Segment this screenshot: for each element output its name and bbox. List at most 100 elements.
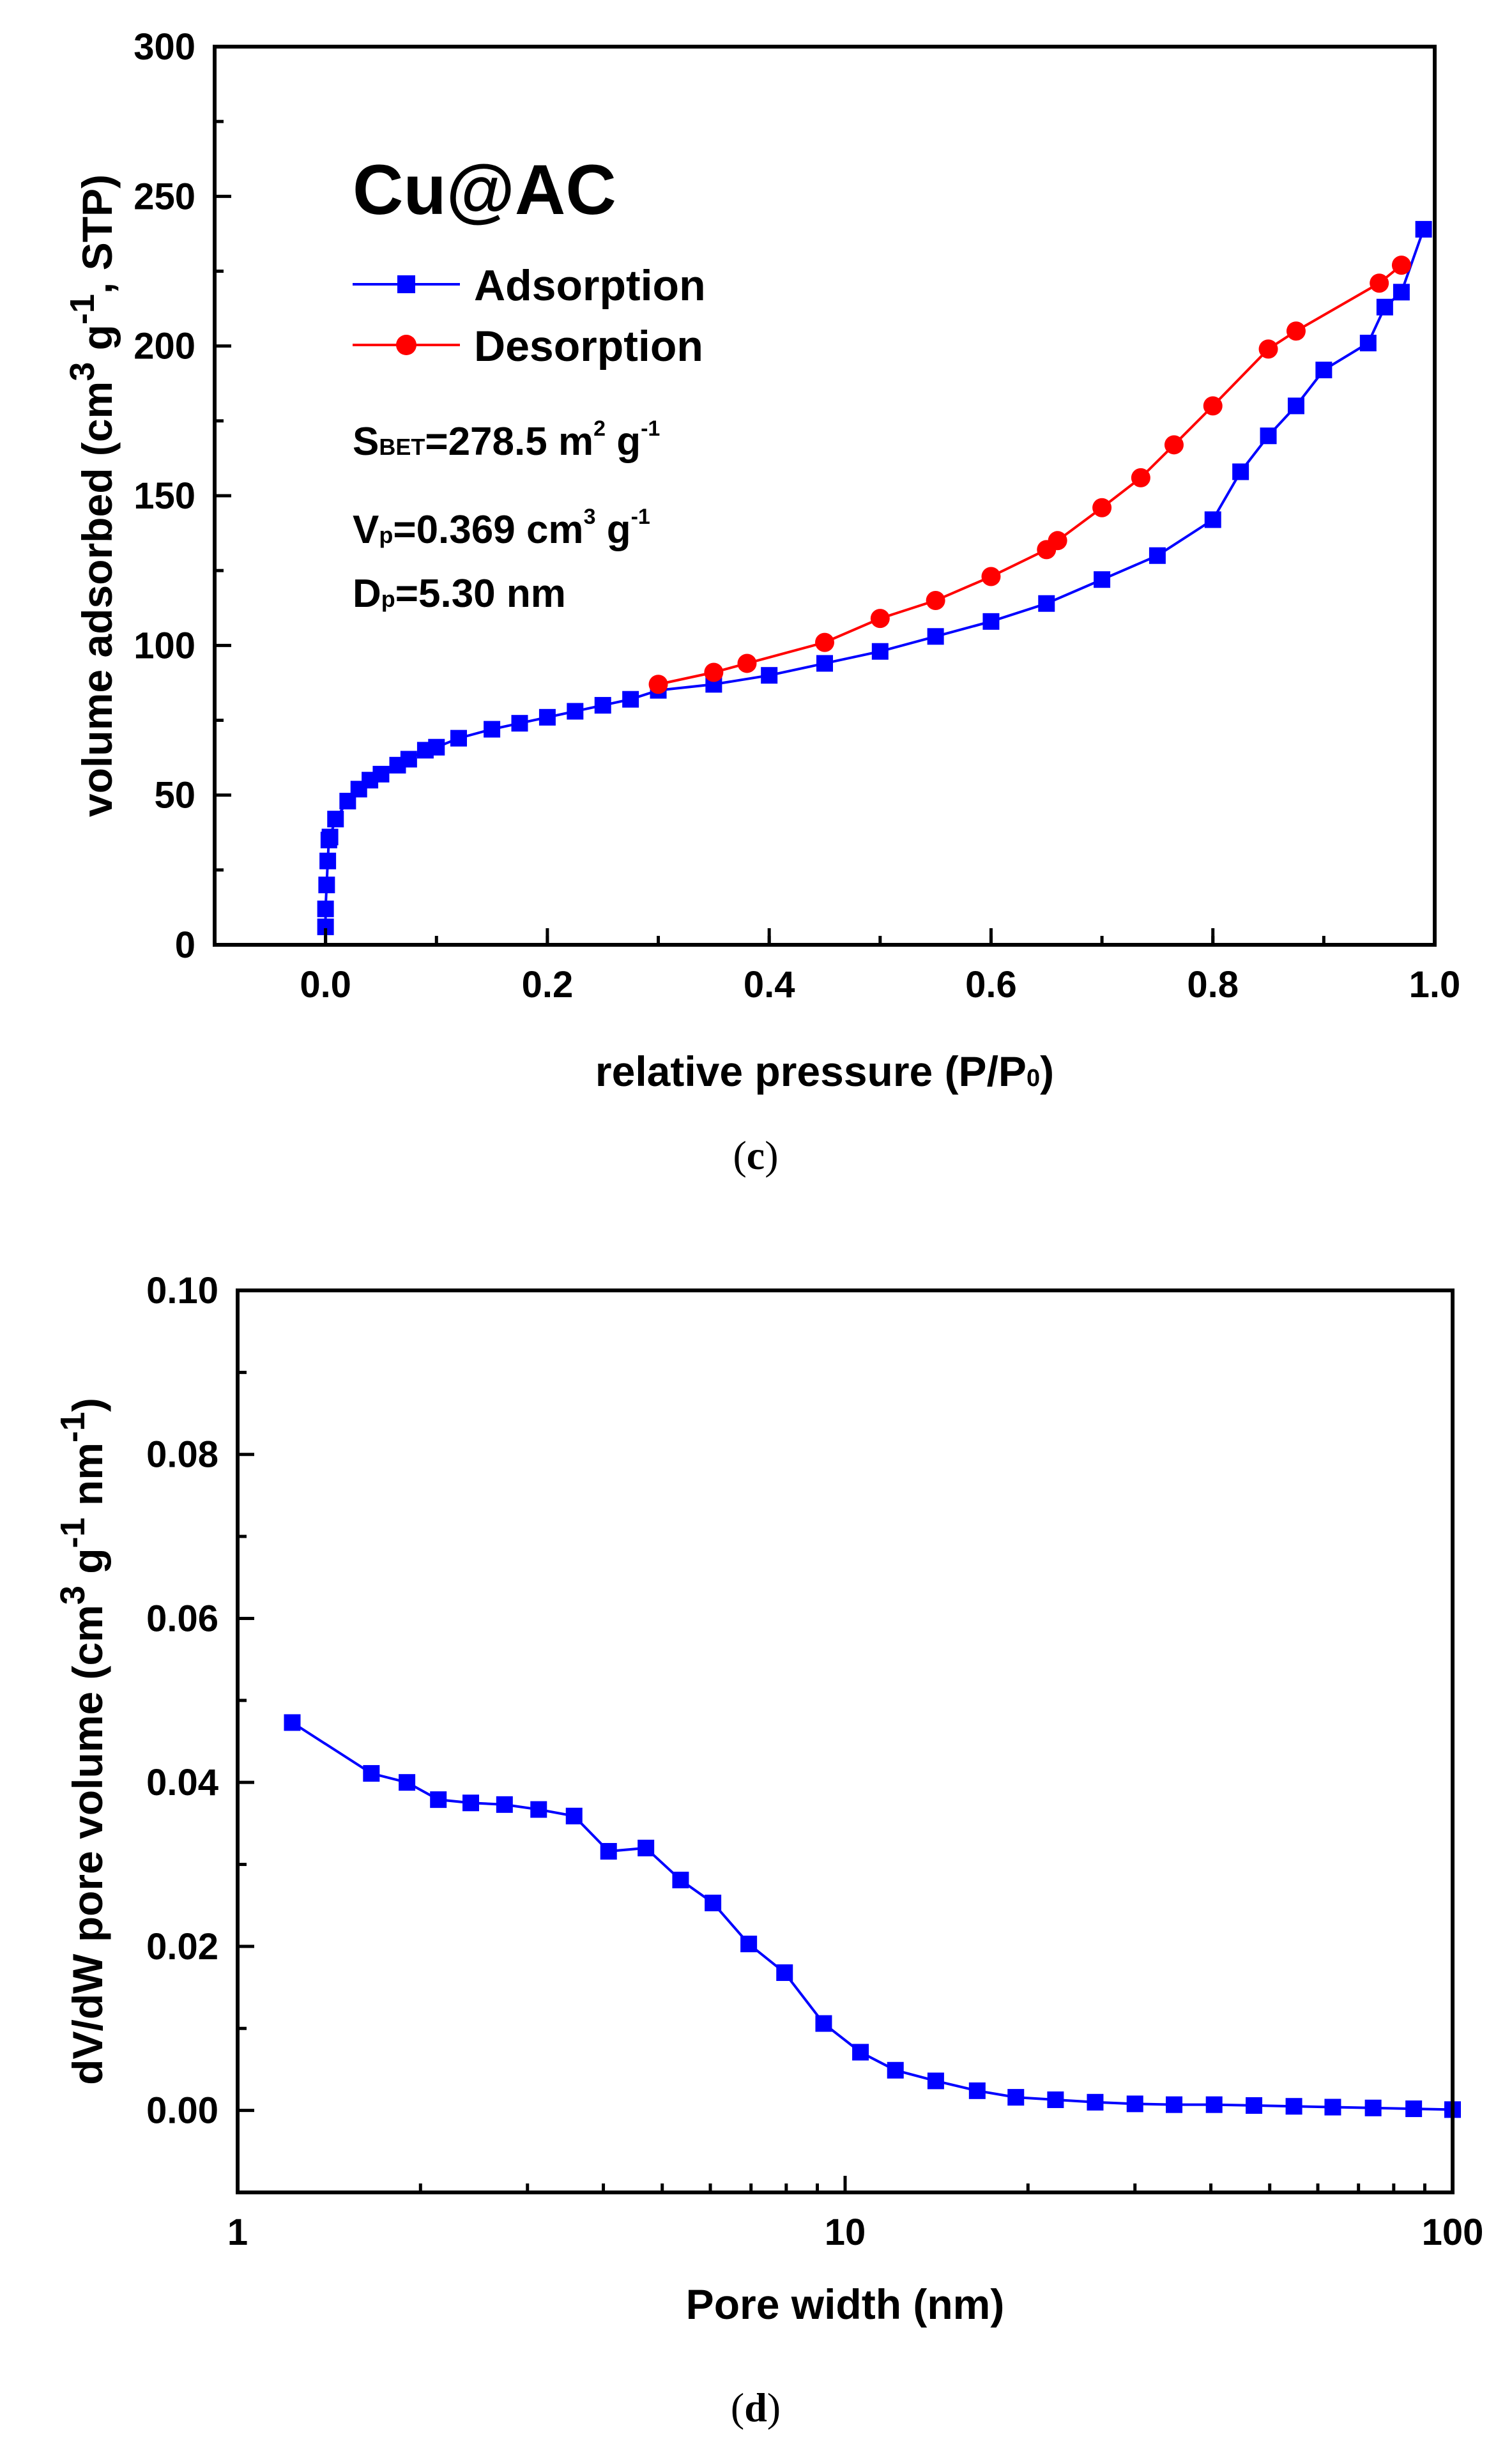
panel-d-x-tick-label: 10 — [825, 2212, 866, 2253]
panel-d-x-axis-label: Pore width (nm) — [686, 2281, 1005, 2328]
panel-d-plot-frame — [236, 1288, 1455, 2194]
panel-c-point-desorption — [1370, 273, 1389, 293]
panel-c-point-adsorption — [400, 751, 417, 768]
panel-c-point-adsorption — [871, 643, 889, 660]
panel-c-x-tick-label: 0.0 — [300, 964, 351, 1005]
panel-c-point-adsorption — [761, 667, 778, 684]
panel-d-y-tick-label: 0.08 — [146, 1434, 218, 1476]
panel-d-point — [852, 2044, 869, 2061]
panel-c-point-desorption — [815, 632, 834, 652]
panel-d-point — [363, 1765, 380, 1782]
legend-adsorption-marker — [397, 275, 415, 293]
panel-d-y-tick-label: 0.02 — [146, 1926, 218, 1968]
panel-c-point-adsorption — [1359, 334, 1377, 351]
panel-c-isotherm-chart: 0.0 0.2 0.4 0.6 0.8 1.0 0 50 100 150 200 250 300 Cu@… — [63, 26, 1460, 1178]
panel-d-series-line — [291, 1721, 1453, 2111]
panel-c-point-desorption — [737, 654, 757, 673]
panel-d-point — [284, 1714, 301, 1731]
panel-c-x-tick-label: 0.2 — [522, 964, 574, 1005]
panel-d-point — [927, 2072, 944, 2090]
panel-c-point-adsorption — [567, 703, 584, 720]
panel-c-x-tick-label: 0.6 — [965, 964, 1017, 1005]
panel-c-point-adsorption — [1094, 571, 1111, 588]
panel-c-point-adsorption — [927, 628, 944, 645]
panel-d-point — [1205, 2096, 1223, 2113]
panel-c-y-axis-label: volume adsorbed (cm3 g-1, STP) — [63, 174, 121, 817]
panel-d-x-tick-label: 100 — [1422, 2212, 1484, 2253]
panel-c-point-desorption — [1286, 321, 1306, 341]
panel-d-point — [1126, 2095, 1143, 2113]
panel-c-point-adsorption — [1204, 511, 1221, 528]
panel-c-annotations: SBET=278.5 m2 g-1 Vp=0.369 cm3 g-1 Dp=5.… — [353, 417, 660, 616]
panel-c-point-desorption — [1203, 396, 1223, 416]
panel-c-point-adsorption — [1260, 427, 1277, 445]
panel-c-y-tick-label: 100 — [134, 625, 195, 666]
panel-c-point-adsorption — [428, 738, 445, 756]
panel-c-point-desorption — [1391, 256, 1411, 275]
panel-d-y-tick-label: 0.06 — [146, 1598, 218, 1639]
panel-c-point-adsorption — [1287, 397, 1304, 415]
panel-c-x-tick-label: 0.4 — [744, 964, 795, 1005]
panel-c-point-adsorption — [622, 691, 639, 708]
panel-c-point-adsorption — [816, 655, 833, 672]
panel-d-point — [1087, 2093, 1104, 2111]
panel-d-point — [1047, 2091, 1064, 2108]
panel-d-point — [399, 1774, 416, 1791]
panel-d-caption: (d) — [731, 2385, 781, 2430]
panel-c-y-tick-label: 0 — [175, 924, 195, 966]
panel-c-point-adsorption — [511, 715, 528, 732]
panel-d-point — [887, 2061, 904, 2079]
panel-c-point-adsorption — [319, 852, 337, 869]
panel-c-point-adsorption — [982, 613, 1000, 630]
panel-d-point — [1007, 2089, 1025, 2106]
dp-annotation: Dp=5.30 nm — [353, 572, 566, 616]
panel-d-point — [1324, 2099, 1341, 2116]
panel-c-point-adsorption — [1376, 298, 1393, 316]
panel-d-point — [815, 2015, 832, 2032]
panel-d-point — [430, 1791, 447, 1808]
panel-d-point — [968, 2082, 986, 2099]
panel-c-y-tick-label: 250 — [134, 176, 195, 217]
panel-d-point — [1405, 2100, 1423, 2118]
panel-c-point-adsorption — [1149, 547, 1166, 564]
panel-c-point-desorption — [1164, 435, 1184, 455]
panel-c-point-adsorption — [318, 876, 335, 894]
panel-c-point-adsorption — [1232, 463, 1249, 480]
panel-c-point-desorption — [1131, 468, 1150, 487]
panel-c-point-adsorption — [317, 900, 334, 917]
panel-c-point-desorption — [981, 567, 1001, 586]
legend-desorption-label: Desorption — [474, 322, 703, 371]
panel-d-point — [776, 1964, 793, 1981]
panel-d-point — [496, 1796, 513, 1813]
panel-c-point-adsorption — [484, 721, 501, 738]
panel-d-point — [1166, 2096, 1183, 2113]
panel-c-legend: Adsorption Desorption — [353, 261, 706, 371]
panel-d-pore-distribution-chart: 1 10 100 0.00 0.02 0.04 0.06 0.08 0.10 Pore widt… — [54, 1270, 1483, 2430]
panel-c-point-desorption — [648, 675, 668, 694]
panel-d-point — [600, 1843, 617, 1860]
panel-d-point — [462, 1794, 480, 1812]
panel-c-x-tick-label: 0.8 — [1187, 964, 1239, 1005]
panel-c-point-adsorption — [327, 811, 344, 828]
panel-d-y-tick-label: 0.10 — [146, 1270, 218, 1311]
panel-d-point — [1246, 2097, 1263, 2114]
panel-c-point-desorption — [704, 662, 724, 682]
panel-c-point-adsorption — [1393, 284, 1410, 301]
panel-d-point — [1364, 2099, 1382, 2116]
panel-c-x-tick-label: 1.0 — [1409, 964, 1461, 1005]
panel-d-y-tick-label: 0.00 — [146, 2090, 218, 2132]
panel-c-point-desorption — [1048, 531, 1067, 551]
panel-d-point — [638, 1839, 655, 1856]
legend-desorption-marker — [396, 335, 416, 355]
panel-c-y-tick-label: 50 — [154, 775, 195, 816]
panel-c-caption: (c) — [733, 1133, 778, 1178]
panel-c-y-tick-label: 300 — [134, 26, 195, 68]
panel-c-point-adsorption — [1415, 220, 1432, 238]
panel-c-point-desorption — [1092, 498, 1112, 517]
panel-c-point-adsorption — [594, 697, 611, 714]
panel-c-point-desorption — [926, 591, 945, 611]
panel-c-title: Cu@AC — [353, 151, 616, 229]
panel-d-y-axis-label: dV/dW pore volume (cm3 g-1 nm-1) — [54, 1398, 111, 2085]
vp-annotation: Vp=0.369 cm3 g-1 — [353, 505, 650, 552]
